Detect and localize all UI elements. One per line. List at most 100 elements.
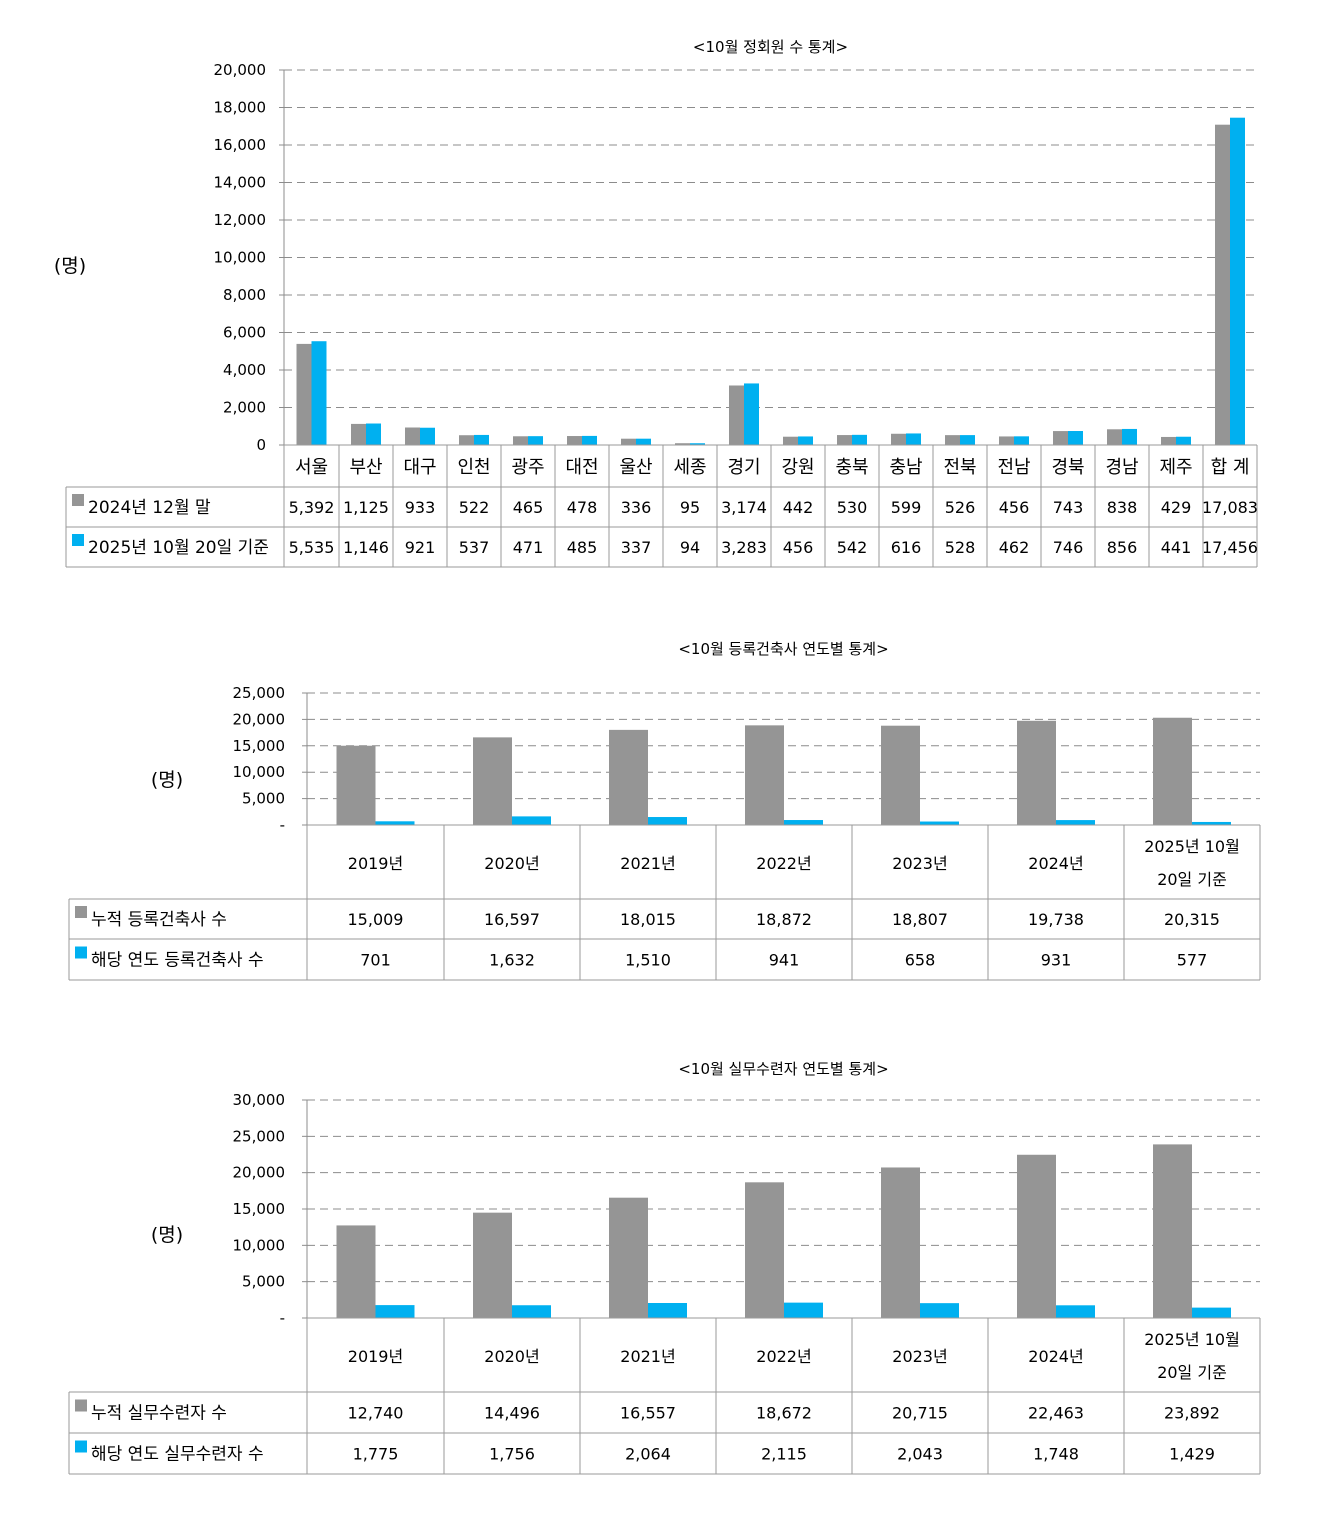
y-tick-label: - (280, 816, 285, 834)
legend-label: 2025년 10월 20일 기준 (88, 538, 269, 558)
bar-2-10 (798, 436, 813, 445)
category-label: 서울 (295, 457, 328, 478)
legend-swatch-2 (75, 946, 87, 959)
category-label: 경기 (727, 457, 760, 478)
category-label: 강원 (781, 457, 814, 478)
bar-1-12 (891, 433, 906, 445)
category-label: 제주 (1159, 457, 1192, 478)
data-cell: 18,672 (756, 1404, 812, 1423)
data-cell: 15,009 (348, 910, 404, 929)
data-cell: 18,807 (892, 910, 948, 929)
data-cell: 1,510 (625, 951, 671, 970)
category-label: 2020년 (484, 854, 539, 873)
y-tick-label: 25,000 (233, 684, 286, 702)
y-tick-label: 5,000 (242, 1273, 285, 1291)
bar-2-4 (474, 434, 489, 445)
bar-1-2 (473, 1212, 512, 1318)
bar-2-1 (375, 821, 415, 825)
bar-2-16 (1122, 428, 1137, 445)
data-cell: 485 (567, 538, 598, 557)
y-tick-label: 6,000 (223, 324, 266, 342)
bar-2-5 (920, 1303, 959, 1318)
category-label: 2022년 (756, 1347, 811, 1366)
data-cell: 17,083 (1202, 498, 1258, 517)
data-cell: 530 (837, 498, 868, 517)
y-tick-label: 14,000 (214, 174, 267, 192)
bar-2-7 (1192, 821, 1231, 825)
data-cell: 3,174 (721, 498, 767, 517)
data-cell: 537 (459, 538, 490, 557)
data-cell: 442 (783, 498, 814, 517)
legend-label: 2024년 12월 말 (88, 498, 211, 518)
category-label: 세종 (673, 457, 706, 478)
bar-2-12 (906, 433, 921, 445)
data-cell: 16,557 (620, 1404, 676, 1423)
y-tick-label: 4,000 (223, 361, 266, 379)
bar-2-13 (960, 435, 975, 445)
y-tick-label: - (280, 1309, 285, 1327)
category-label: 2020년 (484, 1347, 539, 1366)
data-cell: 528 (945, 538, 976, 557)
legend-swatch-1 (72, 494, 84, 506)
data-cell: 522 (459, 498, 490, 517)
legend-swatch-1 (75, 906, 87, 918)
bar-1-10 (783, 436, 798, 445)
legend-swatch-2 (72, 534, 84, 546)
category-label: 2023년 (892, 854, 947, 873)
data-cell: 337 (621, 538, 652, 557)
data-cell: 17,456 (1202, 538, 1258, 557)
bar-1-3 (609, 729, 648, 825)
data-cell: 746 (1053, 538, 1084, 557)
data-cell: 462 (999, 538, 1030, 557)
bar-2-2 (512, 816, 551, 825)
bar-1-13 (945, 435, 960, 445)
bar-2-17 (1176, 436, 1191, 445)
data-cell: 5,535 (289, 538, 335, 557)
y-tick-label: 10,000 (233, 763, 286, 781)
legend-label: 누적 등록건축사 수 (91, 910, 227, 930)
bar-1-9 (729, 385, 744, 445)
data-cell: 577 (1177, 951, 1208, 970)
bar-1-4 (745, 1182, 784, 1318)
y-tick-label: 20,000 (233, 1164, 286, 1182)
y-tick-label: 30,000 (233, 1091, 286, 1109)
data-cell: 616 (891, 538, 922, 557)
data-cell: 19,738 (1028, 910, 1084, 929)
bar-1-2 (351, 423, 366, 445)
data-cell: 856 (1107, 538, 1138, 557)
bar-1-1 (336, 1225, 376, 1318)
chart-title: <10월 실무수련자 연도별 통계> (678, 1060, 888, 1078)
bar-2-4 (784, 820, 823, 825)
bar-1-5 (513, 436, 528, 445)
y-tick-label: 15,000 (233, 1200, 286, 1218)
category-label: 2025년 10월 20일 기준 (1144, 1330, 1240, 1382)
bar-2-6 (1056, 820, 1095, 825)
data-cell: 20,715 (892, 1404, 948, 1423)
category-label: 대구 (403, 457, 436, 478)
bar-2-5 (920, 821, 959, 825)
category-label: 경북 (1051, 457, 1084, 478)
category-label: 광주 (511, 457, 544, 478)
category-label: 2022년 (756, 854, 811, 873)
category-label: 2025년 10월 20일 기준 (1144, 837, 1240, 889)
y-tick-label: 15,000 (233, 737, 286, 755)
category-label: 인천 (457, 457, 490, 478)
data-cell: 931 (1041, 951, 1072, 970)
y-axis-label: (명) (54, 255, 86, 277)
bar-2-6 (582, 435, 597, 445)
bar-2-1 (375, 1305, 415, 1318)
data-cell: 701 (360, 951, 391, 970)
bar-1-6 (567, 436, 582, 445)
data-cell: 838 (1107, 498, 1138, 517)
bar-1-4 (459, 435, 474, 445)
bar-1-1 (296, 343, 312, 445)
bar-2-18 (1230, 117, 1245, 445)
bar-2-2 (512, 1305, 551, 1318)
data-cell: 2,043 (897, 1445, 943, 1464)
legend-label: 해당 연도 등록건축사 수 (91, 951, 264, 971)
data-cell: 941 (769, 951, 800, 970)
data-cell: 599 (891, 498, 922, 517)
y-tick-label: 2,000 (223, 399, 266, 417)
data-cell: 1,632 (489, 951, 535, 970)
data-cell: 12,740 (348, 1404, 404, 1423)
